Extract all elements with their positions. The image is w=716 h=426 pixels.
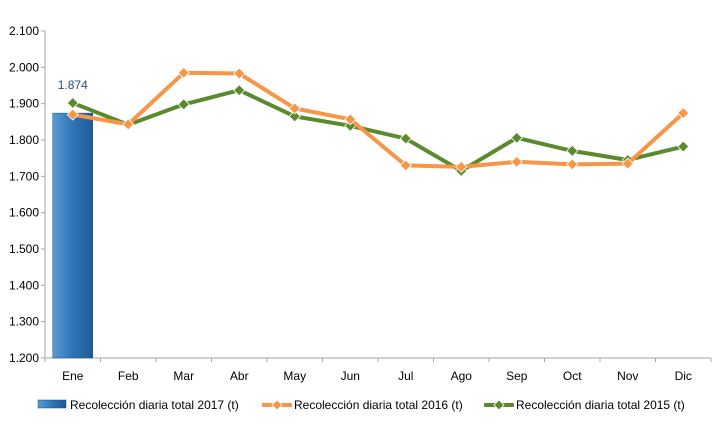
x-tick-label: Ene — [62, 369, 84, 383]
tick-labels: 1.200 1.300 1.400 1.500 1.600 1.700 1.800 1.900… — [9, 24, 692, 383]
legend-marker — [271, 399, 283, 411]
legend: Recolección diaria total 2017 (t) Recolec… — [37, 398, 685, 412]
legend-label: Recolección diaria total 2017 (t) — [70, 398, 239, 412]
data-point-marker — [66, 96, 79, 110]
y-tick-label: 1.500 — [9, 242, 39, 256]
data-point-marker — [566, 144, 579, 157]
y-tick-label: 2.100 — [9, 24, 39, 38]
data-point-marker — [677, 107, 690, 120]
data-point-marker — [510, 131, 523, 144]
data-point-marker — [288, 110, 301, 123]
x-tick-label: Sep — [506, 369, 528, 383]
data-point-marker — [455, 160, 468, 173]
data-point-marker — [177, 98, 190, 111]
data-point-marker — [288, 102, 301, 115]
data-point-marker — [510, 155, 523, 168]
x-tick-label: Oct — [563, 369, 582, 383]
series-line — [72, 88, 684, 173]
y-tick-label: 1.900 — [9, 97, 39, 111]
data-point-marker — [566, 158, 579, 171]
data-point-marker — [399, 159, 412, 172]
y-tick-label: 1.300 — [9, 315, 39, 329]
x-tick-label: Feb — [118, 369, 139, 383]
data-point-marker — [677, 140, 690, 153]
bar-series — [52, 112, 93, 359]
bar-data-label: 1.874 — [58, 78, 88, 92]
x-tick-label: Jun — [341, 369, 360, 383]
x-tick-label: Ago — [451, 369, 473, 383]
data-point-marker — [66, 108, 79, 121]
line-series — [66, 66, 690, 177]
x-tick-label: Dic — [675, 369, 692, 383]
data-point-marker — [399, 132, 412, 145]
legend-marker — [493, 399, 505, 411]
data-point-marker — [233, 67, 246, 80]
axes — [41, 30, 712, 362]
y-tick-label: 1.200 — [9, 351, 39, 365]
x-tick-label: Abr — [230, 369, 249, 383]
x-tick-label: Mar — [173, 369, 194, 383]
data-point-marker — [621, 157, 634, 170]
legend-bar-swatch — [37, 399, 67, 409]
y-tick-label: 1.400 — [9, 278, 39, 292]
y-tick-label: 1.600 — [9, 206, 39, 220]
x-tick-label: Nov — [617, 369, 638, 383]
data-point-marker — [233, 84, 246, 97]
y-tick-label: 1.800 — [9, 133, 39, 147]
x-tick-label: May — [283, 369, 306, 383]
y-tick-label: 1.700 — [9, 169, 39, 183]
data-point-marker — [177, 66, 190, 79]
bar — [52, 112, 93, 359]
series-line — [72, 70, 685, 169]
data-point-marker — [122, 118, 135, 131]
x-tick-label: Jul — [398, 369, 413, 383]
data-point-marker — [344, 113, 357, 126]
legend-label: Recolección diaria total 2015 (t) — [516, 398, 685, 412]
legend-label: Recolección diaria total 2016 (t) — [294, 398, 463, 412]
y-tick-label: 2.000 — [9, 60, 39, 74]
